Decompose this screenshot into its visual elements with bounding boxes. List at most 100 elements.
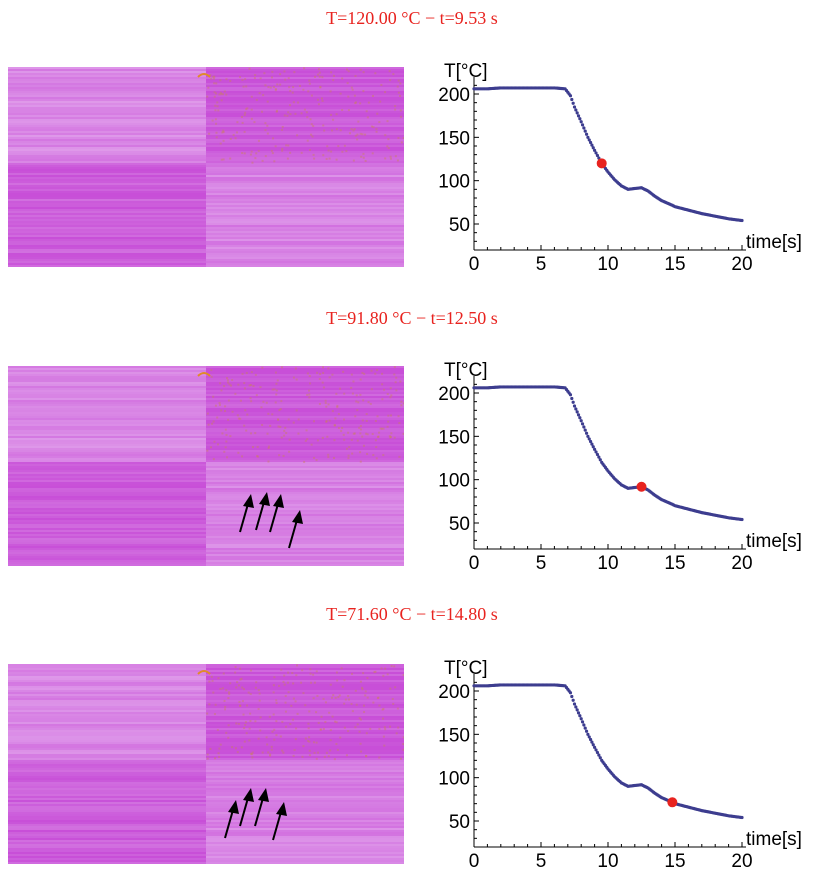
- image-streak: [8, 235, 206, 237]
- image-speckle: [222, 139, 225, 142]
- image-speckle: [319, 373, 322, 376]
- image-speckle: [394, 108, 397, 111]
- image-streak: [8, 512, 206, 514]
- image-speckle: [359, 451, 362, 454]
- image-streak: [8, 448, 206, 450]
- image-streak: [8, 107, 206, 109]
- image-speckle: [275, 699, 278, 702]
- image-speckle: [207, 423, 210, 426]
- image-speckle: [290, 704, 293, 707]
- image-speckle: [292, 754, 295, 757]
- image-speckle: [352, 159, 355, 162]
- image-streak: [206, 510, 404, 512]
- image-speckle: [218, 93, 221, 96]
- image-speckle: [235, 131, 238, 134]
- image-speckle: [366, 676, 369, 679]
- image-speckle: [239, 678, 242, 681]
- image-speckle: [236, 121, 239, 124]
- image-streak: [206, 67, 404, 69]
- temperature-series: [472, 86, 744, 223]
- data-point: [572, 105, 577, 109]
- image-streak: [206, 772, 404, 774]
- thermal-image-2: [8, 366, 404, 566]
- data-point: [740, 517, 744, 522]
- image-streak: [8, 762, 206, 764]
- image-streak: [206, 840, 404, 842]
- image-streak: [8, 806, 206, 808]
- image-streak: [8, 392, 206, 394]
- image-speckle: [218, 401, 221, 404]
- image-streak: [206, 472, 404, 474]
- image-streak: [8, 808, 206, 810]
- image-speckle: [294, 367, 297, 370]
- image-speckle: [286, 157, 289, 160]
- image-speckle: [252, 384, 255, 387]
- image-speckle: [336, 406, 339, 409]
- image-streak: [206, 494, 404, 496]
- image-speckle: [329, 729, 332, 732]
- image-speckle: [239, 76, 242, 79]
- image-streak: [206, 466, 404, 468]
- image-streak: [206, 201, 404, 203]
- image-streak: [8, 768, 206, 770]
- y-tick-label: 200: [438, 682, 470, 703]
- image-streak: [8, 145, 206, 147]
- image-speckle: [250, 669, 253, 672]
- image-streak: [8, 440, 206, 442]
- image-speckle: [343, 418, 346, 421]
- image-speckle: [402, 748, 404, 751]
- x-axis-label: time[s]: [746, 232, 802, 253]
- image-speckle: [343, 679, 346, 682]
- image-streak: [206, 237, 404, 239]
- image-speckle: [288, 438, 291, 441]
- image-speckle: [272, 684, 275, 687]
- image-streak: [206, 804, 404, 806]
- image-speckle: [358, 426, 361, 429]
- image-speckle: [365, 419, 368, 422]
- image-streak: [206, 826, 404, 828]
- image-streak: [8, 814, 206, 816]
- image-speckle: [359, 680, 362, 683]
- image-speckle: [254, 157, 257, 160]
- image-streak: [206, 221, 404, 223]
- image-streak: [8, 704, 206, 706]
- image-speckle: [370, 125, 373, 128]
- image-streak: [206, 524, 404, 526]
- image-speckle: [295, 727, 298, 730]
- image-speckle: [297, 432, 300, 435]
- image-speckle: [234, 747, 237, 750]
- image-speckle: [275, 734, 278, 737]
- image-streak: [206, 117, 404, 119]
- image-streak: [8, 696, 206, 698]
- image-streak: [206, 426, 404, 428]
- image-speckle: [220, 158, 223, 161]
- image-speckle: [379, 427, 382, 430]
- image-speckle: [315, 741, 318, 744]
- image-speckle: [328, 376, 331, 379]
- image-speckle: [300, 681, 303, 684]
- image-speckle: [309, 118, 312, 121]
- image-speckle: [251, 756, 254, 759]
- image-streak: [206, 394, 404, 396]
- image-streak: [206, 255, 404, 257]
- image-speckle: [384, 91, 387, 94]
- image-speckle: [273, 160, 276, 163]
- image-speckle: [390, 435, 393, 438]
- image-speckle: [354, 415, 357, 418]
- image-streak: [8, 396, 206, 398]
- image-speckle: [255, 98, 258, 101]
- image-streak: [206, 169, 404, 171]
- image-speckle: [309, 382, 312, 385]
- image-speckle: [392, 73, 395, 76]
- image-speckle: [266, 743, 269, 746]
- image-speckle: [388, 70, 391, 73]
- image-streak: [8, 452, 206, 454]
- image-streak: [206, 848, 404, 850]
- image-speckle: [359, 393, 362, 396]
- image-streak: [206, 374, 404, 376]
- image-speckle: [353, 94, 356, 97]
- image-speckle: [308, 79, 311, 82]
- image-speckle: [322, 371, 325, 374]
- data-point: [582, 126, 586, 130]
- image-speckle: [316, 439, 319, 442]
